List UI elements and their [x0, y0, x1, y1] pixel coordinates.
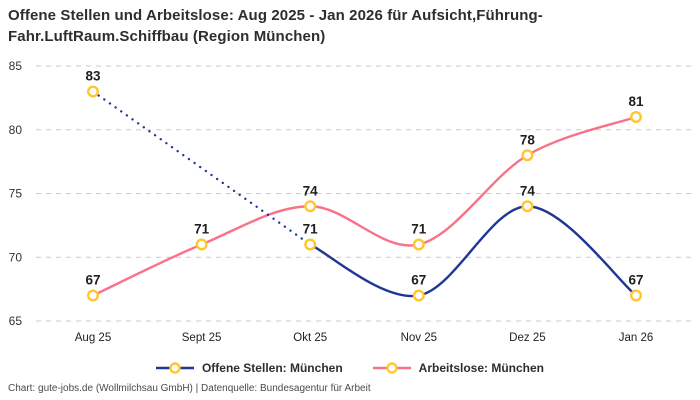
legend-item: Offene Stellen: München [155, 361, 343, 375]
y-tick-label: 80 [9, 123, 23, 137]
data-point-marker [86, 289, 99, 302]
y-tick-label: 85 [9, 59, 23, 73]
legend-label: Arbeitslose: München [418, 361, 545, 375]
x-tick-label: Okt 25 [293, 332, 327, 344]
data-point-marker [304, 238, 317, 251]
y-tick-label: 75 [9, 187, 23, 201]
data-point-label: 83 [85, 69, 101, 84]
data-point-marker [521, 149, 534, 162]
data-point-label: 71 [194, 222, 210, 237]
chart-title-line1: Offene Stellen und Arbeitslose: Aug 2025… [8, 7, 543, 24]
data-point-marker [630, 110, 643, 123]
x-tick-label: Nov 25 [401, 332, 437, 344]
x-tick-label: Dez 25 [509, 332, 545, 344]
x-tick-label: Aug 25 [75, 332, 111, 344]
data-point-label: 67 [411, 273, 426, 288]
x-tick-label: Jan 26 [619, 332, 654, 344]
data-point-label: 67 [628, 273, 643, 288]
data-point-label: 67 [85, 273, 100, 288]
series-gap-dotted-line [91, 90, 312, 246]
chart-title-line2: Fahr.LuftRaum.Schiffbau (Region München) [8, 28, 326, 45]
data-point-marker [86, 85, 99, 98]
x-tick-label: Sept 25 [182, 332, 222, 344]
data-point-marker [630, 289, 643, 302]
legend-line-marker-icon [372, 362, 411, 374]
data-point-marker [412, 289, 425, 302]
chart-attribution: Chart: gute-jobs.de (Wollmilchsau GmbH) … [8, 383, 371, 394]
legend-item: Arbeitslose: München [372, 361, 545, 375]
series-line [309, 205, 638, 298]
data-point-label: 78 [520, 132, 536, 147]
series-line [91, 115, 638, 297]
data-point-label: 71 [411, 222, 427, 237]
chart-title: Offene Stellen und Arbeitslose: Aug 2025… [8, 5, 648, 47]
y-tick-label: 70 [9, 250, 23, 264]
y-tick-label: 65 [9, 314, 23, 328]
legend-line-marker-icon [155, 362, 194, 374]
data-point-label: 74 [520, 183, 536, 198]
data-point-marker [412, 238, 425, 251]
data-point-marker [521, 200, 534, 213]
legend-label: Offene Stellen: München [201, 361, 343, 375]
data-point-label: 81 [628, 94, 644, 109]
data-point-marker [195, 238, 208, 251]
chart-legend: Offene Stellen: München Arbeitslose: Münc… [0, 359, 700, 377]
data-point-label: 71 [303, 222, 319, 237]
data-point-marker [304, 200, 317, 213]
data-point-label: 74 [303, 183, 319, 198]
